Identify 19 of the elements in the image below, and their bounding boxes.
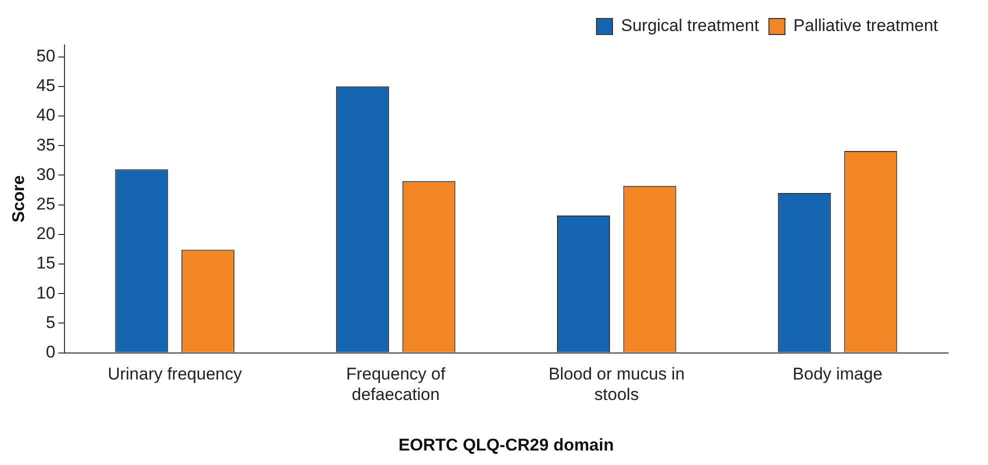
x-tick-label: Frequency of defaecation bbox=[346, 364, 446, 404]
y-tick-label: 25 bbox=[36, 194, 56, 214]
legend-label: Surgical treatment bbox=[620, 16, 760, 36]
x-tick-label: Blood or mucus in stools bbox=[548, 364, 685, 404]
y-tick-label: 0 bbox=[46, 342, 56, 362]
y-tick-label: 40 bbox=[36, 106, 56, 125]
y-tick-label: 50 bbox=[36, 46, 56, 66]
legend-label: Palliative treatment bbox=[793, 16, 938, 36]
x-tick-label: Urinary frequency bbox=[108, 364, 242, 384]
y-tick-label: 10 bbox=[36, 283, 56, 302]
y-axis-title: Score bbox=[8, 175, 28, 223]
y-tick-label: 15 bbox=[36, 254, 56, 273]
y-tick-label: 35 bbox=[36, 135, 56, 154]
y-tick-label: 45 bbox=[36, 76, 56, 96]
x-tick-label: Body image bbox=[792, 364, 882, 384]
y-tick-label: 5 bbox=[46, 312, 56, 332]
x-axis-title: EORTC QLQ-CR29 domain bbox=[398, 435, 614, 454]
y-tick-label: 30 bbox=[36, 164, 56, 184]
y-tick-label: 20 bbox=[36, 224, 56, 244]
